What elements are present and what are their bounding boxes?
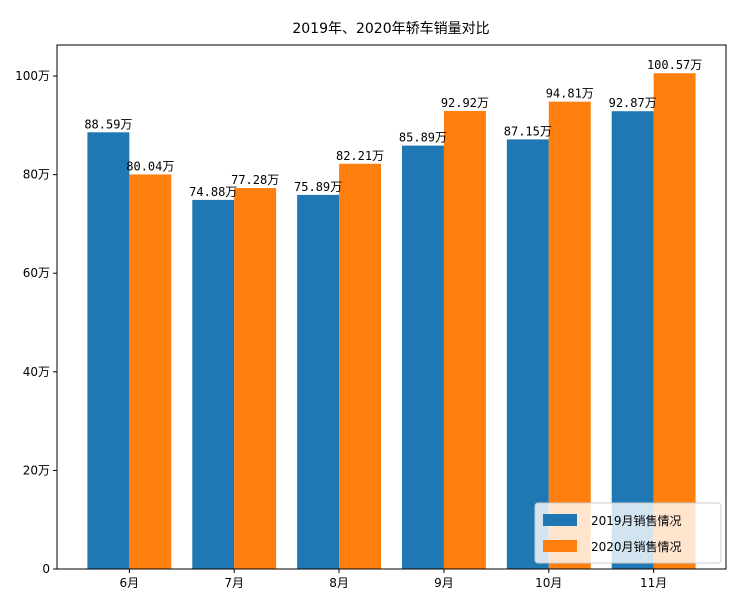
bar-1-2 <box>339 163 382 569</box>
bar-0-0 <box>87 132 130 569</box>
legend-swatch <box>543 514 577 526</box>
bar-0-3 <box>401 145 444 569</box>
data-label: 88.59万 <box>84 117 132 131</box>
y-tick-label: 0 <box>42 562 50 576</box>
data-label: 100.57万 <box>647 58 702 72</box>
data-label: 74.88万 <box>189 185 237 199</box>
bar-1-4 <box>548 101 591 570</box>
x-tick-label: 7月 <box>224 576 244 590</box>
x-tick-label: 9月 <box>434 576 454 590</box>
x-tick-label: 8月 <box>329 576 349 590</box>
data-label: 80.04万 <box>126 159 174 173</box>
bar-1-5 <box>653 73 696 569</box>
bar-1-3 <box>443 110 486 570</box>
bar-0-4 <box>506 139 549 569</box>
data-label: 92.87万 <box>609 96 657 110</box>
bar-1-0 <box>129 174 172 570</box>
data-label: 94.81万 <box>546 87 594 101</box>
chart-title: 2019年、2020年轿车销量对比 <box>292 20 489 37</box>
data-label: 77.28万 <box>231 173 279 187</box>
legend: 2019月销售情况 2020月销售情况 <box>534 502 722 564</box>
bar-0-1 <box>192 199 235 569</box>
legend-label: 2019月销售情况 <box>591 513 682 528</box>
data-label: 87.15万 <box>504 124 552 138</box>
legend-swatch <box>543 540 577 552</box>
y-tick-label: 20万 <box>23 463 50 477</box>
y-tick-label: 60万 <box>23 266 50 280</box>
data-label: 75.89万 <box>294 180 342 194</box>
data-label: 82.21万 <box>336 149 384 163</box>
y-tick-label: 100万 <box>15 69 50 83</box>
data-label: 85.89万 <box>399 131 447 145</box>
x-tick-label: 11月 <box>640 576 667 590</box>
y-tick-label: 80万 <box>23 168 50 182</box>
bar-0-2 <box>297 194 340 569</box>
bar-0-5 <box>611 111 654 569</box>
legend-label: 2020月销售情况 <box>591 539 682 554</box>
plot-frame <box>56 44 727 570</box>
y-tick-label: 40万 <box>23 365 50 379</box>
x-tick-label: 6月 <box>120 576 140 590</box>
legend-box <box>534 502 722 564</box>
bar-1-1 <box>234 188 277 569</box>
data-label: 92.92万 <box>441 96 489 110</box>
x-tick-label: 10月 <box>535 576 562 590</box>
